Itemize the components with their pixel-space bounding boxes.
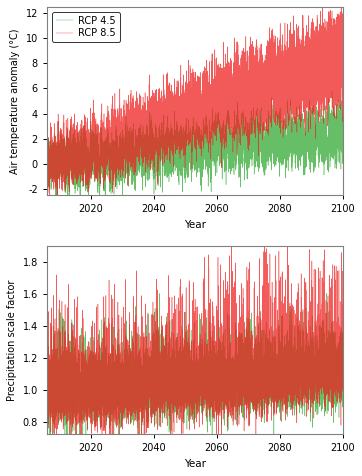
RCP 4.5 — [300, 374, 305, 379]
RCP 8.5 — [311, 358, 315, 364]
RCP 8.5 — [311, 65, 315, 70]
RCP 4.5 — [300, 142, 305, 148]
RCP 8.5 — [203, 368, 207, 374]
RCP 8.5 — [232, 371, 237, 377]
Line: RCP 4.5: RCP 4.5 — [47, 91, 343, 208]
RCP 4.5 — [55, 206, 59, 211]
RCP 8.5 — [203, 81, 207, 87]
RCP 8.5 — [55, 198, 59, 204]
RCP 4.5 — [216, 391, 221, 397]
RCP 4.5 — [232, 122, 237, 128]
RCP 8.5 — [300, 51, 305, 57]
RCP 8.5 — [45, 384, 49, 390]
Y-axis label: Precipitation scale factor: Precipitation scale factor — [7, 280, 17, 401]
RCP 8.5 — [111, 381, 115, 387]
RCP 4.5 — [216, 125, 221, 131]
RCP 4.5 — [111, 397, 115, 402]
RCP 4.5 — [311, 380, 315, 386]
RCP 8.5 — [45, 151, 49, 157]
RCP 4.5 — [232, 361, 237, 367]
Line: RCP 8.5: RCP 8.5 — [47, 236, 343, 454]
X-axis label: Year: Year — [184, 459, 206, 469]
Line: RCP 4.5: RCP 4.5 — [47, 293, 343, 445]
Legend: RCP 4.5, RCP 8.5: RCP 4.5, RCP 8.5 — [52, 12, 119, 42]
X-axis label: Year: Year — [184, 219, 206, 229]
RCP 8.5 — [111, 124, 115, 129]
RCP 8.5 — [232, 85, 237, 90]
RCP 8.5 — [341, 350, 345, 356]
RCP 8.5 — [216, 89, 221, 95]
RCP 8.5 — [341, 79, 345, 84]
RCP 4.5 — [111, 142, 115, 148]
RCP 4.5 — [45, 170, 49, 176]
RCP 4.5 — [77, 442, 82, 447]
RCP 4.5 — [203, 373, 207, 378]
RCP 8.5 — [230, 233, 234, 239]
RCP 4.5 — [341, 129, 345, 135]
RCP 4.5 — [203, 135, 207, 141]
RCP 4.5 — [45, 378, 49, 384]
Line: RCP 8.5: RCP 8.5 — [47, 0, 343, 201]
RCP 4.5 — [325, 290, 329, 296]
RCP 8.5 — [300, 371, 305, 377]
RCP 4.5 — [330, 88, 334, 94]
Y-axis label: Air temperature anomaly (°C): Air temperature anomaly (°C) — [10, 28, 20, 174]
RCP 4.5 — [341, 363, 345, 368]
RCP 8.5 — [216, 405, 221, 410]
RCP 8.5 — [216, 451, 221, 456]
RCP 4.5 — [311, 127, 315, 133]
